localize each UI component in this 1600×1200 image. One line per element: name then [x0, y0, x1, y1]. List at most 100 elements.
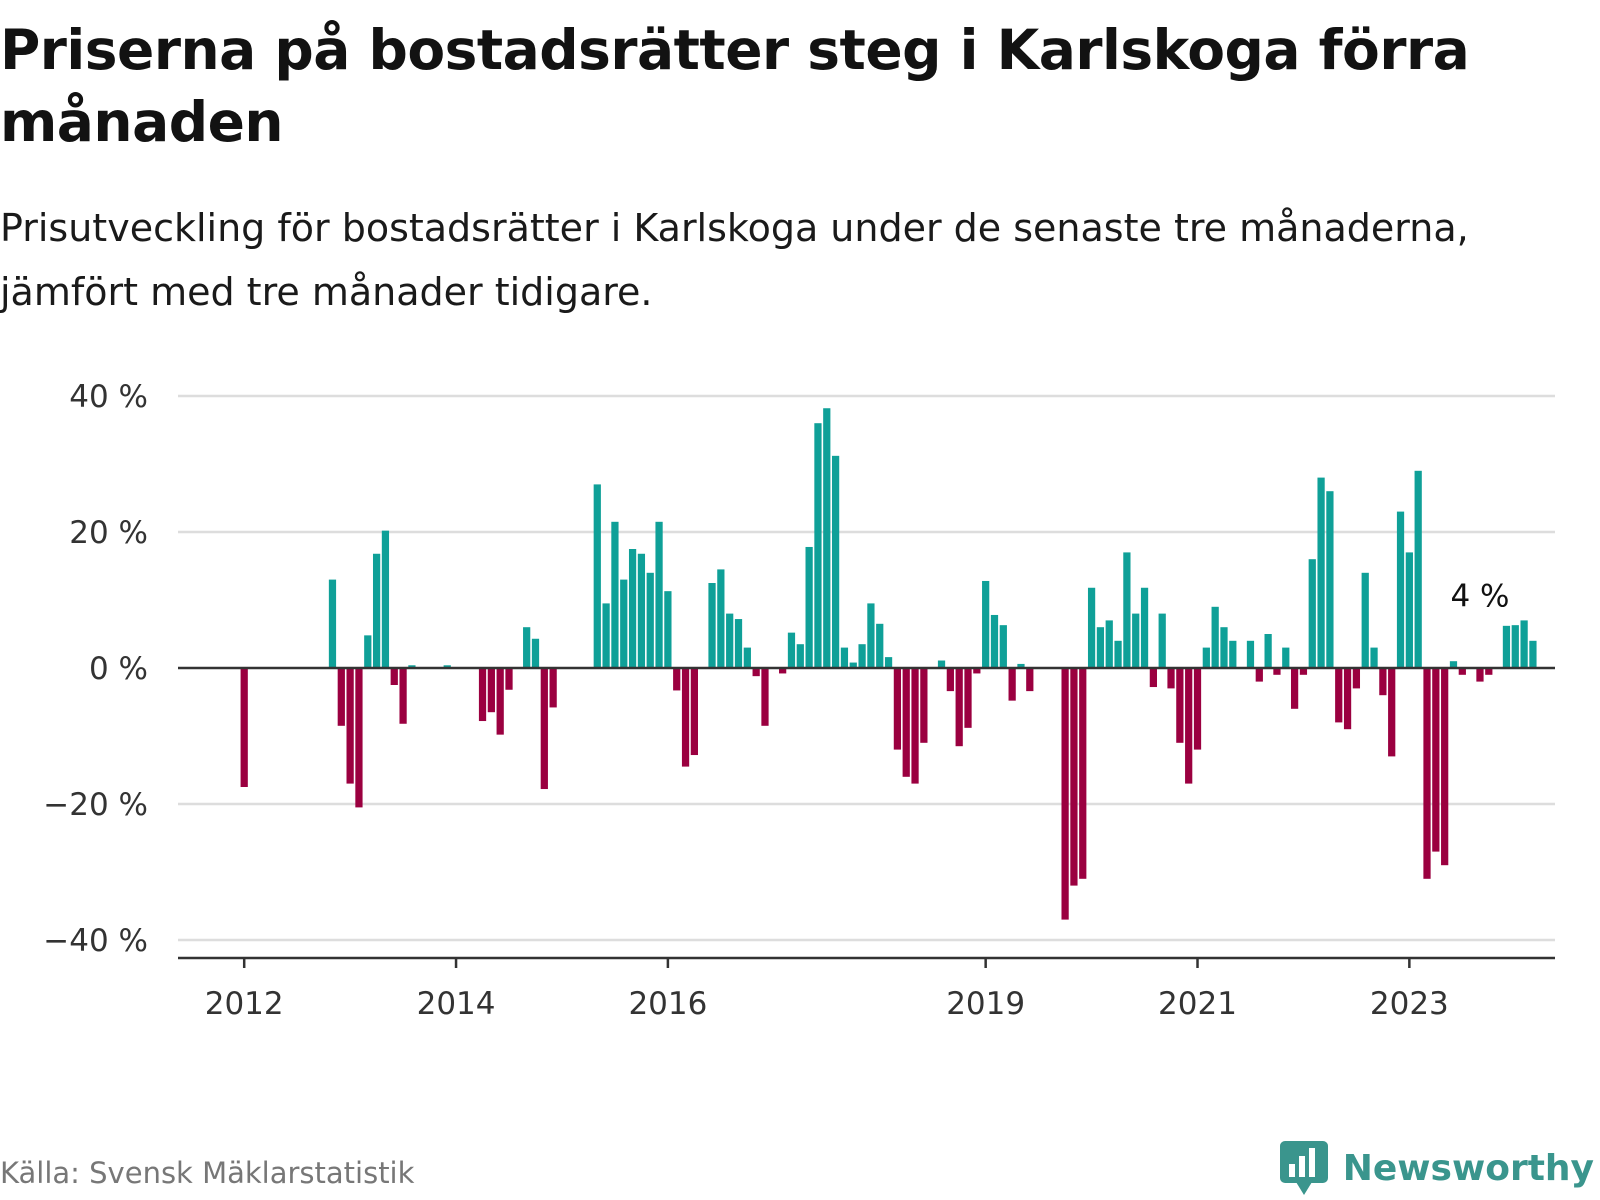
bar-negative	[1185, 668, 1193, 784]
brand-name: Newsworthy	[1342, 1147, 1594, 1189]
bar-negative	[946, 668, 954, 692]
bar-positive	[1087, 587, 1096, 668]
bars	[240, 408, 1537, 920]
bar-negative	[761, 668, 769, 726]
bar-positive	[443, 665, 451, 668]
bar-negative	[955, 668, 963, 747]
bar-negative	[1026, 668, 1034, 692]
bar-negative	[1193, 668, 1202, 750]
bar-positive	[787, 632, 796, 668]
bar-positive	[637, 553, 646, 668]
bar-negative	[1290, 668, 1299, 709]
bar-positive	[1246, 640, 1255, 668]
bar-negative	[1335, 668, 1343, 723]
bar-positive	[1140, 587, 1149, 668]
bar-negative	[1423, 668, 1431, 879]
bar-positive	[1529, 640, 1537, 668]
bar-positive	[1229, 640, 1237, 668]
bar-negative	[893, 668, 902, 750]
bar-negative	[1149, 668, 1157, 688]
chart-title: Priserna på bostadsrätter steg i Karlsko…	[0, 18, 1470, 154]
bar-positive	[328, 579, 337, 668]
bar-positive	[1361, 572, 1369, 668]
axes	[178, 666, 1555, 960]
bar-positive	[823, 408, 831, 668]
bar-negative	[496, 668, 504, 735]
bar-positive	[858, 644, 866, 668]
bar-positive	[1511, 625, 1519, 668]
y-tick-label: −40 %	[43, 923, 148, 959]
bar-positive	[840, 647, 849, 668]
bar-positive	[1105, 620, 1113, 668]
bar-positive	[611, 521, 619, 668]
bar-negative	[920, 668, 928, 743]
bar-chart-speech-bubble-icon	[1279, 1141, 1328, 1195]
bar-negative	[240, 668, 248, 787]
bar-positive	[1096, 627, 1105, 668]
bar-positive	[805, 546, 813, 668]
bar-negative	[911, 668, 919, 784]
bar-negative	[399, 668, 407, 724]
bar-negative	[1379, 668, 1387, 696]
bar-negative	[1441, 668, 1449, 866]
bar-negative	[973, 668, 981, 674]
bar-negative	[902, 668, 910, 777]
bar-negative	[1485, 668, 1493, 675]
bar-positive	[1017, 663, 1025, 668]
bar-positive	[531, 638, 540, 668]
bar-negative	[964, 668, 972, 728]
bar-positive	[381, 530, 390, 668]
bar-positive	[1370, 647, 1378, 668]
bar-negative	[549, 668, 557, 708]
bar-negative	[1343, 668, 1352, 730]
bar-negative	[681, 668, 690, 767]
bar-positive	[1132, 613, 1140, 668]
bar-positive	[664, 591, 672, 668]
bar-positive	[1264, 634, 1272, 668]
bar-negative	[1432, 668, 1440, 852]
x-tick-label: 2016	[628, 986, 707, 1020]
bar-positive	[708, 583, 716, 668]
bar-negative	[478, 668, 487, 722]
y-tick-label: −20 %	[43, 787, 148, 823]
latest-value-annotation: 4 %	[1450, 578, 1509, 614]
bar-negative	[355, 668, 363, 808]
y-tick-label: 20 %	[69, 515, 148, 551]
bar-negative	[346, 668, 354, 784]
bar-positive	[1202, 647, 1210, 668]
bar-positive	[1114, 640, 1122, 668]
bar-positive	[646, 572, 654, 668]
bar-positive	[990, 614, 999, 668]
y-tick-label: 0 %	[89, 651, 148, 687]
bar-positive	[814, 423, 822, 668]
bar-negative	[673, 668, 681, 691]
bar-chart: 40 % 20 % 0 % −20 % −40 % 2012 2014 2016 2019 20…	[43, 379, 1555, 1020]
y-axis-tick-labels: 40 % 20 % 0 % −20 % −40 %	[43, 379, 148, 959]
bar-negative	[1352, 668, 1361, 689]
bar-negative	[1458, 668, 1466, 675]
bar-negative	[540, 668, 548, 790]
bar-positive	[867, 603, 875, 668]
bar-negative	[1167, 668, 1175, 689]
x-axis-tick-labels: 2012 2014 2016 2019 2021 2023	[205, 958, 1449, 1020]
brand-logo: Newsworthy	[1279, 1140, 1594, 1196]
y-tick-label: 40 %	[69, 379, 148, 415]
bar-positive	[1211, 606, 1219, 668]
bar-negative	[1388, 668, 1396, 757]
bar-positive	[1317, 477, 1325, 668]
bar-positive	[734, 619, 743, 668]
bar-negative	[1070, 668, 1078, 886]
bar-positive	[937, 660, 946, 668]
bar-positive	[602, 603, 610, 668]
x-tick-label: 2023	[1370, 986, 1449, 1020]
bar-negative	[1061, 668, 1069, 920]
bar-positive	[372, 553, 381, 668]
bar-positive	[1449, 661, 1458, 668]
bar-negative	[1176, 668, 1184, 743]
bar-positive	[743, 647, 751, 668]
source-note: Källa: Svensk Mäklarstatistik	[0, 1156, 415, 1190]
bar-positive	[849, 662, 857, 668]
bar-positive	[982, 580, 990, 668]
bar-negative	[779, 668, 787, 674]
bar-positive	[408, 665, 416, 668]
